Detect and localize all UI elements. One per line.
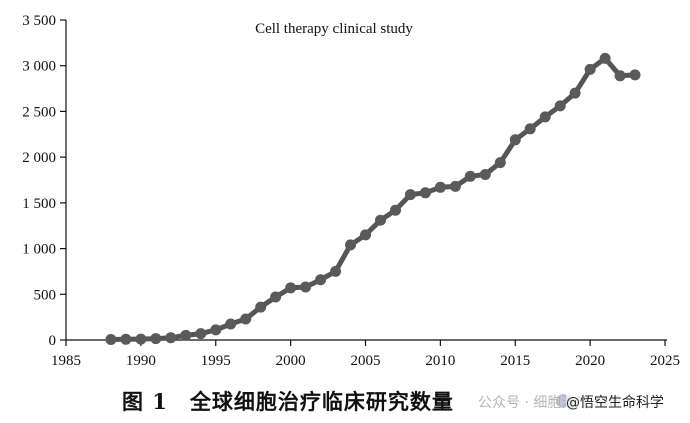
data-point bbox=[315, 274, 327, 286]
x-tick-label: 2025 bbox=[650, 353, 680, 369]
data-point bbox=[255, 301, 267, 313]
x-tick-label: 2015 bbox=[500, 353, 530, 369]
x-tick-label: 1985 bbox=[51, 353, 81, 369]
y-tick-label: 2 500 bbox=[22, 104, 56, 120]
data-point bbox=[629, 69, 641, 81]
y-tick-label: 1 000 bbox=[22, 242, 56, 258]
x-tick-label: 2000 bbox=[276, 353, 306, 369]
data-point bbox=[225, 318, 237, 330]
data-point bbox=[509, 134, 521, 146]
data-point bbox=[210, 324, 222, 336]
data-point bbox=[270, 291, 282, 303]
data-point bbox=[165, 332, 177, 344]
x-tick-label: 2010 bbox=[425, 353, 455, 369]
x-tick-label: 2005 bbox=[351, 353, 381, 369]
data-point bbox=[345, 239, 356, 251]
caption-text: 全球细胞治疗临床研究数量 bbox=[189, 389, 454, 414]
y-tick-label: 3 000 bbox=[22, 59, 56, 75]
data-point bbox=[360, 229, 371, 241]
data-point bbox=[599, 52, 611, 64]
data-point bbox=[120, 333, 132, 345]
figure-caption: 图 1 全球细胞治疗临床研究数量 bbox=[122, 386, 454, 416]
y-tick-label: 0 bbox=[49, 333, 57, 349]
data-point bbox=[135, 333, 147, 345]
y-axis-ticks: 0 500 1 000 1 500 2 000 2 500 3 000 3 500 bbox=[22, 13, 66, 349]
data-point bbox=[494, 157, 506, 169]
data-point bbox=[479, 169, 491, 180]
x-tick-label: 1990 bbox=[126, 353, 156, 369]
data-point bbox=[180, 329, 192, 341]
data-point bbox=[539, 111, 551, 123]
data-point bbox=[449, 180, 461, 192]
series-markers bbox=[105, 52, 641, 345]
data-point bbox=[614, 70, 626, 82]
data-point bbox=[285, 282, 297, 294]
data-point bbox=[554, 100, 566, 112]
x-tick-label: 2020 bbox=[575, 353, 605, 369]
watermark-brand: @悟空生命科学 bbox=[566, 392, 664, 412]
data-point bbox=[569, 87, 581, 99]
chart-title: Cell therapy clinical study bbox=[255, 21, 413, 37]
figure-number: 图 1 bbox=[122, 389, 168, 414]
x-tick-label: 1995 bbox=[201, 353, 231, 369]
series-line bbox=[108, 55, 638, 342]
data-point bbox=[105, 334, 117, 345]
y-tick-label: 1 500 bbox=[22, 196, 56, 212]
y-tick-label: 3 500 bbox=[22, 13, 56, 29]
data-point bbox=[240, 313, 252, 325]
x-axis-ticks: 1985 1990 1995 2000 2005 2010 2015 2020 2025 bbox=[51, 340, 680, 369]
data-point bbox=[419, 187, 431, 199]
data-point bbox=[434, 181, 446, 193]
data-point bbox=[300, 281, 312, 293]
data-point bbox=[195, 328, 207, 340]
line-chart: Cell therapy clinical study 0 500 1 000 1 5… bbox=[22, 13, 680, 369]
data-point bbox=[464, 170, 476, 182]
data-point bbox=[150, 333, 162, 345]
data-point bbox=[330, 265, 342, 277]
data-point bbox=[375, 214, 386, 226]
y-tick-label: 500 bbox=[34, 287, 57, 303]
y-tick-label: 2 000 bbox=[22, 150, 56, 166]
data-point bbox=[584, 63, 596, 75]
data-point bbox=[404, 189, 416, 201]
data-point bbox=[524, 123, 536, 135]
data-point bbox=[390, 204, 401, 216]
